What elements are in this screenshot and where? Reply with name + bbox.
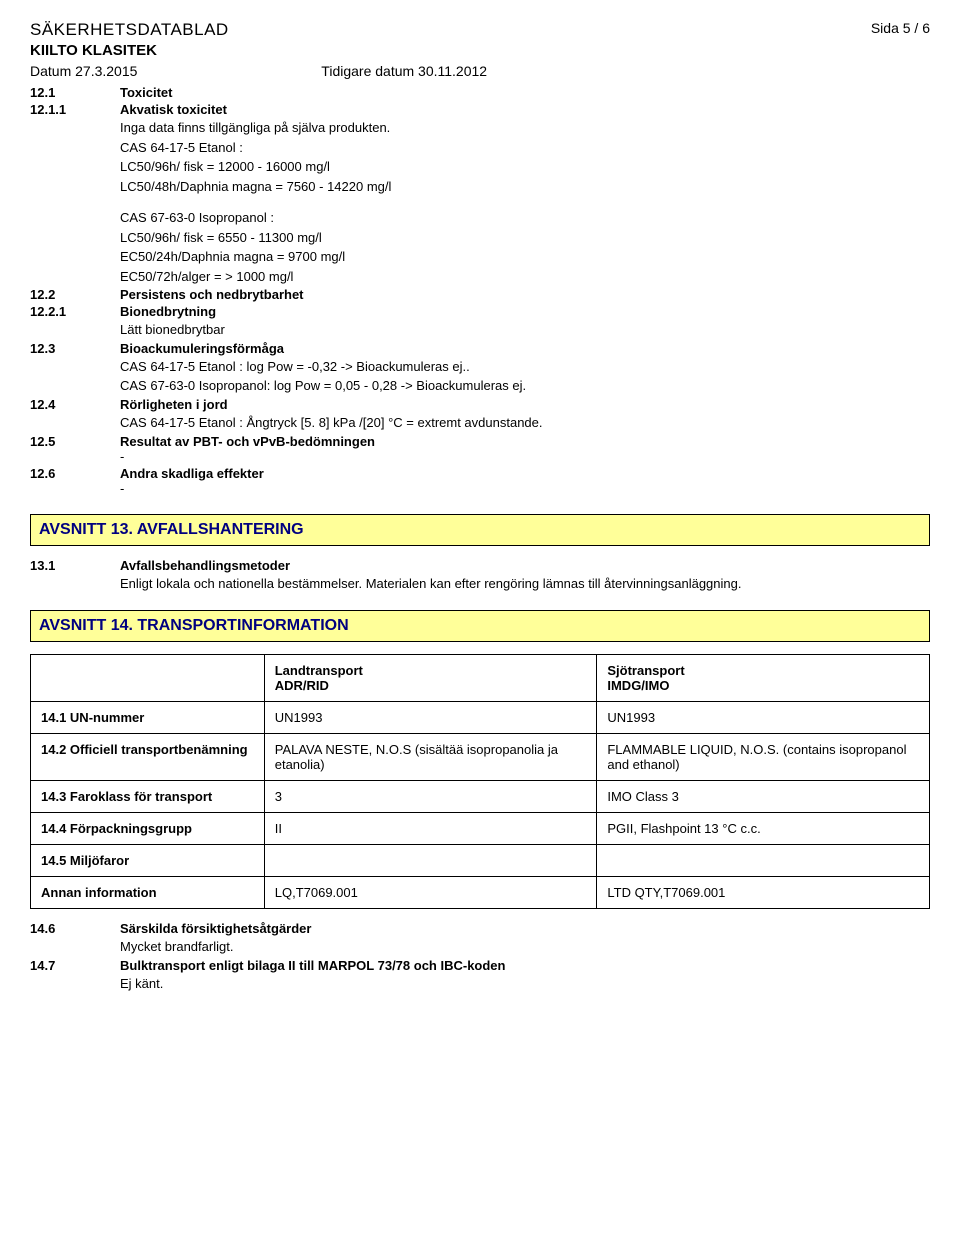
body-text: Inga data finns tillgängliga på själva p… [120,119,930,137]
body-text: CAS 64-17-5 Etanol : [120,139,930,157]
section-num: 12.6 [30,466,120,481]
section-title: Persistens och nedbrytbarhet [120,287,304,302]
section-num: 13.1 [30,558,120,573]
body-text: EC50/72h/alger = > 1000 mg/l [120,268,930,286]
doc-type: SÄKERHETSDATABLAD [30,20,229,40]
cell: LQ,T7069.001 [264,877,597,909]
body-text: LC50/48h/Daphnia magna = 7560 - 14220 mg… [120,178,930,196]
row-label: 14.3 Faroklass för transport [31,781,265,813]
cell: 3 [264,781,597,813]
section-title: Resultat av PBT- och vPvB-bedömningen [120,434,375,449]
table-row: 14.3 Faroklass för transport 3 IMO Class… [31,781,930,813]
body-text: - [120,449,930,464]
row-label: 14.4 Förpackningsgrupp [31,813,265,845]
table-row: 14.1 UN-nummer UN1993 UN1993 [31,702,930,734]
body-text: - [120,481,930,496]
section-num: 12.3 [30,341,120,356]
section-heading-13: AVSNITT 13. AVFALLSHANTERING [30,514,930,546]
body-text: LC50/96h/ fisk = 6550 - 11300 mg/l [120,229,930,247]
prev-date: Tidigare datum 30.11.2012 [321,63,487,79]
section-num: 12.1 [30,85,120,100]
cell: II [264,813,597,845]
body-text: CAS 64-17-5 Etanol : log Pow = -0,32 -> … [120,358,930,376]
section-num: 12.4 [30,397,120,412]
cell: IMO Class 3 [597,781,930,813]
date: Datum 27.3.2015 [30,63,137,79]
cell: PALAVA NESTE, N.O.S (sisältää isopropano… [264,734,597,781]
row-label: 14.5 Miljöfaror [31,845,265,877]
body-text: CAS 67-63-0 Isopropanol: log Pow = 0,05 … [120,377,930,395]
product-name: KIILTO KLASITEK [30,42,930,59]
row-label: Annan information [31,877,265,909]
section-title: Bioackumuleringsförmåga [120,341,284,356]
transport-table: Landtransport ADR/RID Sjötransport IMDG/… [30,654,930,909]
cell: UN1993 [597,702,930,734]
section-title: Särskilda försiktighetsåtgärder [120,921,311,936]
page-number: Sida 5 / 6 [871,20,930,36]
table-row: Annan information LQ,T7069.001 LTD QTY,T… [31,877,930,909]
table-row: 14.4 Förpackningsgrupp II PGII, Flashpoi… [31,813,930,845]
body-text: Enligt lokala och nationella bestämmelse… [120,575,930,593]
section-num: 12.5 [30,434,120,449]
body-text: CAS 67-63-0 Isopropanol : [120,209,930,227]
table-row: 14.2 Officiell transportbenämning PALAVA… [31,734,930,781]
body-text: EC50/24h/Daphnia magna = 9700 mg/l [120,248,930,266]
section-num: 12.2 [30,287,120,302]
section-num: 14.6 [30,921,120,936]
section-num: 14.7 [30,958,120,973]
section-title: Andra skadliga effekter [120,466,264,481]
cell: PGII, Flashpoint 13 °C c.c. [597,813,930,845]
section-title: Bionedbrytning [120,304,216,319]
section-title: Avfallsbehandlingsmetoder [120,558,290,573]
cell: UN1993 [264,702,597,734]
body-text: Mycket brandfarligt. [120,938,930,956]
section-heading-14: AVSNITT 14. TRANSPORTINFORMATION [30,610,930,642]
body-text: CAS 64-17-5 Etanol : Ångtryck [5. 8] kPa… [120,414,930,432]
section-title: Rörligheten i jord [120,397,228,412]
section-title: Toxicitet [120,85,173,100]
body-text: Ej känt. [120,975,930,993]
section-num: 12.1.1 [30,102,120,117]
table-header-land: Landtransport ADR/RID [264,655,597,702]
row-label: 14.2 Officiell transportbenämning [31,734,265,781]
table-header-sea: Sjötransport IMDG/IMO [597,655,930,702]
section-title: Akvatisk toxicitet [120,102,227,117]
table-row: 14.5 Miljöfaror [31,845,930,877]
cell [264,845,597,877]
body-text: LC50/96h/ fisk = 12000 - 16000 mg/l [120,158,930,176]
body-text: Lätt bionedbrytbar [120,321,930,339]
row-label: 14.1 UN-nummer [31,702,265,734]
cell [597,845,930,877]
section-title: Bulktransport enligt bilaga II till MARP… [120,958,505,973]
section-num: 12.2.1 [30,304,120,319]
cell: LTD QTY,T7069.001 [597,877,930,909]
cell: FLAMMABLE LIQUID, N.O.S. (contains isopr… [597,734,930,781]
